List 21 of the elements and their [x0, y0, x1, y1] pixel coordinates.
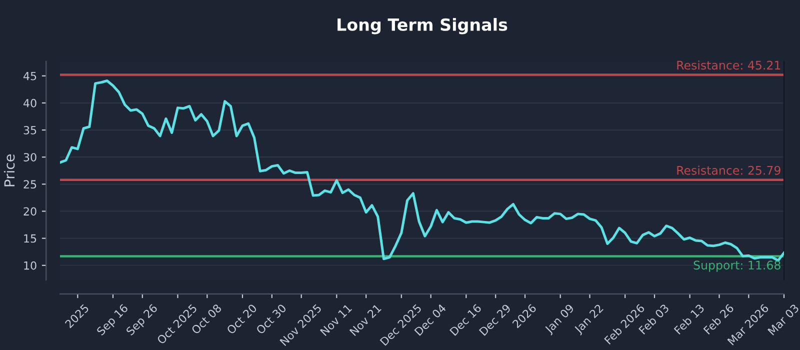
- y-tick-label: 40: [23, 98, 36, 108]
- chart-title: Long Term Signals: [338, 18, 508, 34]
- y-tick-label: 10: [24, 261, 36, 270]
- x-tick-label: Oct 30: [256, 304, 287, 335]
- ref-line-label: Support: 11.68: [694, 260, 780, 272]
- x-tick-label: Feb 26: [703, 303, 734, 335]
- x-tick-label: Jan 22: [573, 304, 606, 336]
- line-series: [60, 79, 784, 262]
- y-tick-label: 25: [24, 180, 36, 189]
- ref-line-label: Resistance: 45.21: [677, 60, 780, 70]
- x-tick-label: Feb 13: [674, 304, 705, 335]
- x-tick-label: Mar 03: [767, 304, 800, 336]
- ref-line-label: Resistance: 25.79: [677, 166, 780, 175]
- y-tick-label: 20: [24, 207, 36, 216]
- x-tick-label: Oct 20: [226, 304, 258, 335]
- y-tick-label: 35: [24, 126, 36, 134]
- y-axis-title: Price: [4, 154, 15, 186]
- x-tick-label: Jan 09: [544, 304, 576, 336]
- y-tick-label: 45: [23, 72, 36, 80]
- y-tick-label: 30: [24, 153, 36, 162]
- y-tick-label: 15: [24, 234, 36, 243]
